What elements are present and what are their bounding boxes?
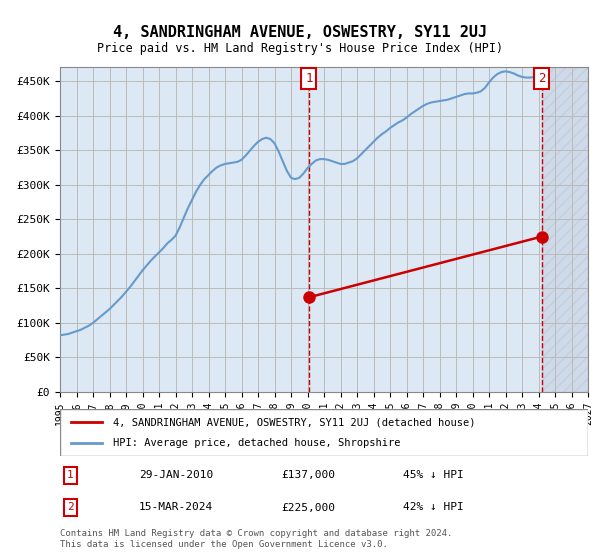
Text: HPI: Average price, detached house, Shropshire: HPI: Average price, detached house, Shro… xyxy=(113,438,400,448)
Text: 4, SANDRINGHAM AVENUE, OSWESTRY, SY11 2UJ (detached house): 4, SANDRINGHAM AVENUE, OSWESTRY, SY11 2U… xyxy=(113,417,475,427)
Text: 2: 2 xyxy=(538,72,546,85)
Bar xyxy=(542,67,588,392)
Text: Price paid vs. HM Land Registry's House Price Index (HPI): Price paid vs. HM Land Registry's House … xyxy=(97,42,503,55)
Text: 1: 1 xyxy=(67,470,74,480)
Text: 15-MAR-2024: 15-MAR-2024 xyxy=(139,502,214,512)
Text: 2: 2 xyxy=(67,502,74,512)
Text: 45% ↓ HPI: 45% ↓ HPI xyxy=(403,470,464,480)
Text: £225,000: £225,000 xyxy=(282,502,336,512)
Text: 42% ↓ HPI: 42% ↓ HPI xyxy=(403,502,464,512)
Text: 4, SANDRINGHAM AVENUE, OSWESTRY, SY11 2UJ: 4, SANDRINGHAM AVENUE, OSWESTRY, SY11 2U… xyxy=(113,25,487,40)
Text: 29-JAN-2010: 29-JAN-2010 xyxy=(139,470,214,480)
Text: £137,000: £137,000 xyxy=(282,470,336,480)
Text: 1: 1 xyxy=(305,72,313,85)
FancyBboxPatch shape xyxy=(60,409,588,456)
Text: Contains HM Land Registry data © Crown copyright and database right 2024.
This d: Contains HM Land Registry data © Crown c… xyxy=(60,529,452,549)
